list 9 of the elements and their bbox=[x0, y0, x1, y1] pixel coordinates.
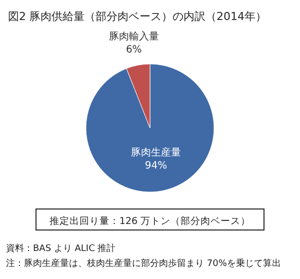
pie-slice bbox=[86, 64, 214, 192]
text: 資料：BAS より ALIC 推計 bbox=[6, 243, 116, 254]
slice-label: 豚肉生産量 bbox=[130, 146, 181, 158]
slice-label: 豚肉輸入量 bbox=[108, 30, 159, 43]
text: 注：豚肉生産量は、枝肉生産量に部分肉歩留まり 70%を乗じて算出 bbox=[6, 258, 281, 269]
chart-title: 図2 豚肉供給量（部分肉ベース）の内訳（2014年） bbox=[8, 10, 266, 23]
text: 推定出回り量：126 万トン（部分肉ベース） bbox=[49, 215, 251, 227]
data-label: 94% bbox=[144, 160, 168, 172]
data-label: 6% bbox=[126, 44, 142, 56]
